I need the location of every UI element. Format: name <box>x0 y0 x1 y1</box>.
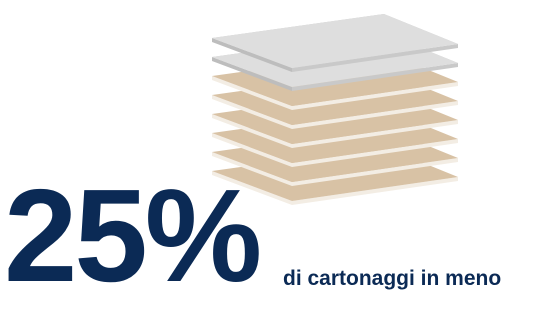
stat-caption: di cartonaggi in meno <box>283 268 501 289</box>
infographic: 25% di cartonaggi in meno (() => { const… <box>0 0 547 300</box>
stat-value: 25% <box>4 170 259 302</box>
